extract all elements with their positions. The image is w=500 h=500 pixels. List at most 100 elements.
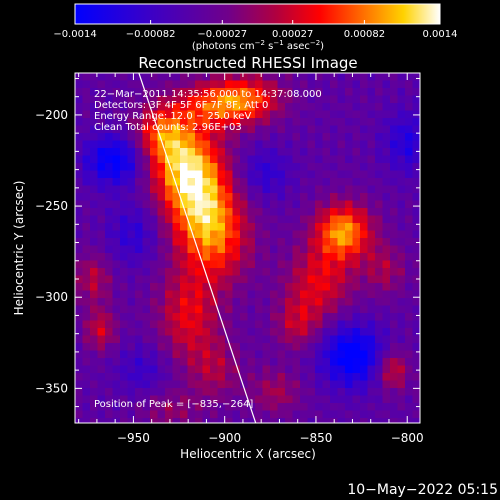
heatmap-cell <box>322 380 331 389</box>
heatmap-cell <box>225 88 233 96</box>
info-total-counts: Clean Total counts: 2.96E+03 <box>94 122 242 133</box>
heatmap-cell <box>337 320 346 329</box>
heatmap-cell <box>270 230 278 239</box>
heatmap-cell <box>90 133 98 141</box>
heatmap-cell <box>195 305 203 314</box>
heatmap-cell <box>412 290 420 299</box>
heatmap-cell <box>135 358 143 366</box>
heatmap-cell <box>405 343 413 351</box>
heatmap-cell <box>210 305 218 314</box>
heatmap-cell <box>105 208 113 216</box>
heatmap-cell <box>270 103 278 111</box>
heatmap-cell <box>187 110 196 119</box>
heatmap-cell <box>240 238 248 246</box>
heatmap-cell <box>112 328 121 336</box>
plot-frame <box>74 72 421 424</box>
heatmap-cell <box>277 125 286 134</box>
heatmap-cell <box>127 335 136 344</box>
heatmap-cell <box>135 178 143 186</box>
heatmap-cell <box>157 275 166 284</box>
heatmap-cell <box>150 395 158 404</box>
heatmap-cell <box>382 200 391 209</box>
heatmap-cell <box>375 268 383 276</box>
heatmap-cell <box>202 388 211 396</box>
heatmap-cell <box>360 148 368 156</box>
heatmap-cell <box>352 118 361 126</box>
heatmap-cell <box>225 148 233 156</box>
heatmap-cell <box>390 73 398 81</box>
heatmap-cell <box>367 215 376 224</box>
heatmap-cell <box>180 403 188 411</box>
heatmap-cell <box>375 388 383 396</box>
heatmap-cell <box>120 170 128 179</box>
heatmap-cell <box>240 215 248 224</box>
heatmap-cell <box>307 133 316 141</box>
heatmap-cell <box>315 118 323 126</box>
heatmap-cell <box>90 343 98 351</box>
heatmap-cell <box>255 335 263 344</box>
heatmap-cell <box>112 358 121 366</box>
heatmap-cell <box>315 140 323 149</box>
heatmap-cell <box>217 410 226 419</box>
heatmap-cell <box>307 343 316 351</box>
heatmap-cell <box>105 140 113 149</box>
heatmap-cell <box>187 275 196 284</box>
heatmap-cell <box>120 125 128 134</box>
heatmap-cell <box>292 230 301 239</box>
heatmap-cell <box>202 95 211 104</box>
heatmap-cell <box>157 95 166 104</box>
heatmap-cell <box>82 343 91 351</box>
heatmap-cell <box>382 230 391 239</box>
heatmap-cell <box>165 230 173 239</box>
heatmap-cell <box>97 118 106 126</box>
heatmap-cell <box>412 103 420 111</box>
heatmap-cell <box>202 148 211 156</box>
heatmap-cell <box>150 245 158 254</box>
heatmap-cell <box>292 410 301 419</box>
heatmap-cell <box>180 253 188 261</box>
heatmap-cell <box>90 335 98 344</box>
colorbar-tick-label: 0.00027 <box>272 29 313 40</box>
heatmap-cell <box>360 215 368 224</box>
peak-position-label: Position of Peak = [−835,−264] <box>94 399 253 410</box>
heatmap-cell <box>135 193 143 201</box>
heatmap-cell <box>150 260 158 269</box>
heatmap-cell <box>292 215 301 224</box>
heatmap-cell <box>262 95 271 104</box>
heatmap-cell <box>120 185 128 194</box>
heatmap-cell <box>307 260 316 269</box>
heatmap-cell <box>165 170 173 179</box>
heatmap-cell <box>285 418 293 423</box>
heatmap-cell <box>150 320 158 329</box>
heatmap-cell <box>360 365 368 374</box>
heatmap-cell <box>405 335 413 344</box>
heatmap-cell <box>397 350 406 359</box>
heatmap-cell <box>405 155 413 164</box>
heatmap-cell <box>337 118 346 126</box>
heatmap-cell <box>202 238 211 246</box>
heatmap-cell <box>277 140 286 149</box>
heatmap-cell <box>142 170 151 179</box>
heatmap-cell <box>105 283 113 291</box>
heatmap-cell <box>307 148 316 156</box>
heatmap-cell <box>277 80 286 89</box>
heatmap-cell <box>307 193 316 201</box>
heatmap-cell <box>82 133 91 141</box>
heatmap-cell <box>112 403 121 411</box>
heatmap-cell <box>75 163 83 171</box>
heatmap-cell <box>217 185 226 194</box>
heatmap-cell <box>300 73 308 81</box>
heatmap-cell <box>127 80 136 89</box>
heatmap-cell <box>262 403 271 411</box>
heatmap-cell <box>172 88 181 96</box>
heatmap-cell <box>232 373 241 381</box>
heatmap-cell <box>97 298 106 306</box>
heatmap-cell <box>315 275 323 284</box>
heatmap-cell <box>262 418 271 423</box>
heatmap-cell <box>345 328 353 336</box>
heatmap-cell <box>330 320 338 329</box>
heatmap-cell <box>75 230 83 239</box>
heatmap-cell <box>285 395 293 404</box>
heatmap-cell <box>97 260 106 269</box>
heatmap-cell <box>330 125 338 134</box>
